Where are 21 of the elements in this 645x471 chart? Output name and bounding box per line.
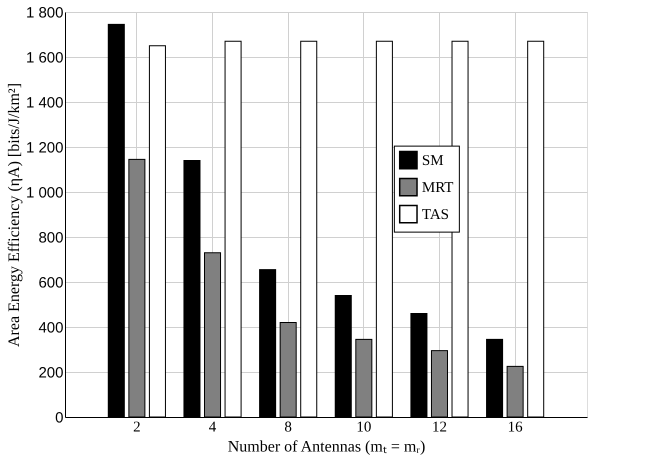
y-tick-label: 0 [55, 410, 64, 426]
y-tick-label: 1 800 [26, 4, 64, 22]
x-tick-label: 12 [432, 420, 447, 436]
y-tick-label: 800 [38, 230, 64, 246]
y-tick-label: 400 [38, 320, 64, 336]
y-axis-title: Area Energy Efficiency (ηA) [bits/J/km²] [6, 82, 23, 348]
y-tick-label: 200 [38, 364, 64, 382]
y-tick-label: 600 [38, 274, 64, 292]
legend-label: TAS [422, 207, 449, 224]
x-tick-label: 10 [356, 420, 372, 436]
y-tick-label: 1 600 [26, 50, 64, 66]
x-tick-label: 8 [284, 420, 292, 436]
y-tick-label: 1 000 [26, 184, 64, 202]
x-tick-label: 4 [208, 420, 217, 436]
x-axis-title: Number of Antennas (mₜ = mᵣ) [228, 438, 426, 456]
x-tick-label: 16 [508, 420, 524, 436]
x-tick-label: 2 [133, 420, 141, 436]
legend-label: SM [422, 153, 444, 170]
y-tick-label: 1 200 [26, 140, 64, 156]
y-tick-label: 1 400 [26, 94, 64, 112]
legend-label: MRT [422, 180, 454, 196]
